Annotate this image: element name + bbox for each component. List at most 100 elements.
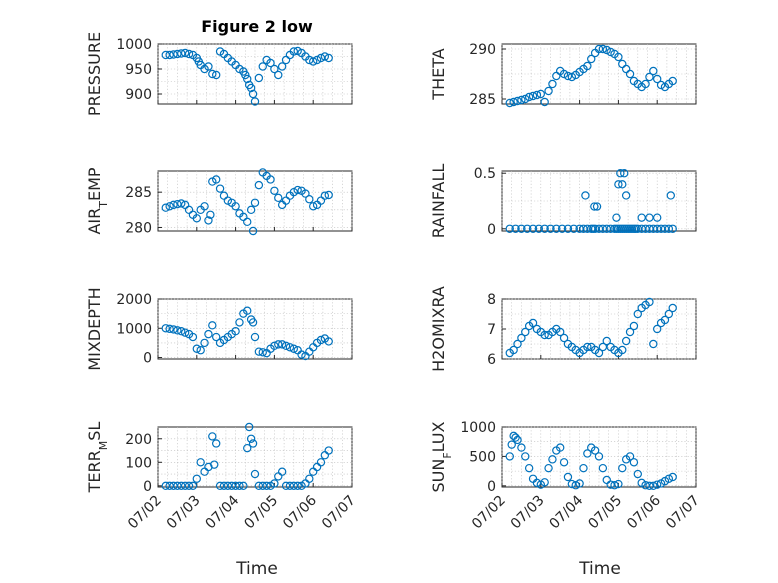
data-point: [196, 458, 205, 467]
data-point: [668, 224, 677, 233]
data-point: [215, 184, 225, 193]
data-point: [241, 70, 250, 80]
data-point: [320, 191, 330, 200]
data-point: [540, 97, 549, 107]
data-point: [606, 480, 615, 489]
data-point: [534, 224, 544, 233]
data-point: [262, 481, 271, 491]
x-tick-label: 07/07: [663, 493, 703, 533]
data-point: [274, 193, 283, 203]
x-tick-label: 07/07: [319, 493, 359, 533]
x-tick-label: 07/04: [547, 492, 587, 532]
data-point: [246, 434, 256, 443]
data-point: [629, 458, 639, 467]
data-point: [208, 432, 217, 441]
data-point: [309, 202, 318, 211]
y-tick-label: 290: [469, 42, 496, 58]
data-point: [571, 481, 580, 490]
data-point: [567, 479, 577, 489]
y-tick-label: 8: [487, 292, 496, 308]
data-point: [649, 339, 658, 349]
data-point: [614, 479, 623, 489]
data-point: [618, 463, 627, 473]
subplot-air-temp: 280 285 AIRTEMP: [85, 167, 353, 236]
data-point: [244, 422, 254, 432]
data-point: [513, 435, 522, 445]
data-point: [250, 332, 260, 342]
data-point: [254, 73, 264, 83]
data-point: [274, 340, 283, 349]
data-point: [594, 348, 604, 358]
y-tick-label: 285: [469, 92, 496, 108]
data-point: [177, 326, 186, 336]
data-point: [641, 481, 650, 490]
y-axis-label-6: TERRMSL: [85, 422, 110, 494]
subplot-h2omixra: 6 7 8 H2OMIXRA: [429, 286, 697, 372]
data-point: [165, 202, 174, 211]
data-point: [664, 224, 674, 233]
data-point: [532, 478, 542, 488]
data-point: [540, 330, 549, 340]
y-axis-label-subscript: F: [441, 452, 454, 458]
data-point: [633, 469, 643, 479]
data-point: [524, 92, 534, 102]
x-tick-label: 07/06: [280, 492, 320, 532]
data-point: [544, 86, 553, 96]
data-point: [618, 345, 627, 355]
data-point: [285, 343, 295, 352]
data-point: [246, 83, 256, 93]
data-point: [660, 315, 670, 325]
data-point: [602, 336, 611, 346]
y-tick-label: 6: [487, 352, 496, 368]
data-point: [563, 472, 573, 482]
data-point: [266, 58, 275, 68]
data-point: [557, 224, 567, 233]
subplot-theta: 285 290 THETA: [429, 42, 697, 108]
data-point: [188, 332, 198, 342]
data-point: [211, 70, 221, 80]
data-point: [523, 224, 532, 233]
data-point: [521, 452, 530, 461]
data-point: [204, 62, 213, 71]
data-point: [579, 463, 588, 473]
data-point: [204, 329, 213, 339]
data-point: [559, 333, 569, 343]
data-point: [556, 443, 565, 452]
data-point: [505, 224, 514, 233]
data-point: [297, 350, 306, 359]
x-tick-label: 07/05: [241, 493, 281, 533]
figure-title: Figure 2 low: [201, 17, 313, 36]
data-point: [517, 443, 526, 452]
y-axis-label-5: H2OMIXRA: [429, 286, 448, 372]
data-point: [289, 344, 298, 353]
data-point: [612, 213, 621, 222]
data-point: [248, 439, 258, 448]
data-point: [169, 200, 178, 210]
data-point: [277, 467, 287, 476]
y-tick-label: 0.5: [474, 166, 496, 182]
data-point: [614, 52, 623, 62]
y-tick-label: 1000: [460, 420, 496, 436]
data-point: [540, 224, 549, 233]
data-point: [594, 44, 604, 54]
data-point: [598, 44, 608, 54]
y-tick-label: 0: [143, 479, 152, 495]
y-tick-label: 900: [125, 87, 152, 103]
data-point: [575, 479, 584, 488]
data-point: [258, 62, 267, 71]
data-point: [569, 224, 578, 233]
data-point: [511, 433, 520, 442]
data-point: [590, 202, 599, 211]
data-point: [192, 344, 201, 353]
data-point: [521, 327, 530, 337]
data-point: [517, 333, 526, 343]
data-point: [556, 327, 565, 337]
data-point: [641, 79, 650, 89]
data-point: [618, 180, 627, 189]
data-point: [621, 191, 631, 200]
data-point: [505, 452, 514, 461]
data-point: [246, 205, 256, 215]
data-point: [200, 202, 209, 211]
x-tick-label: 07/02: [125, 493, 165, 533]
